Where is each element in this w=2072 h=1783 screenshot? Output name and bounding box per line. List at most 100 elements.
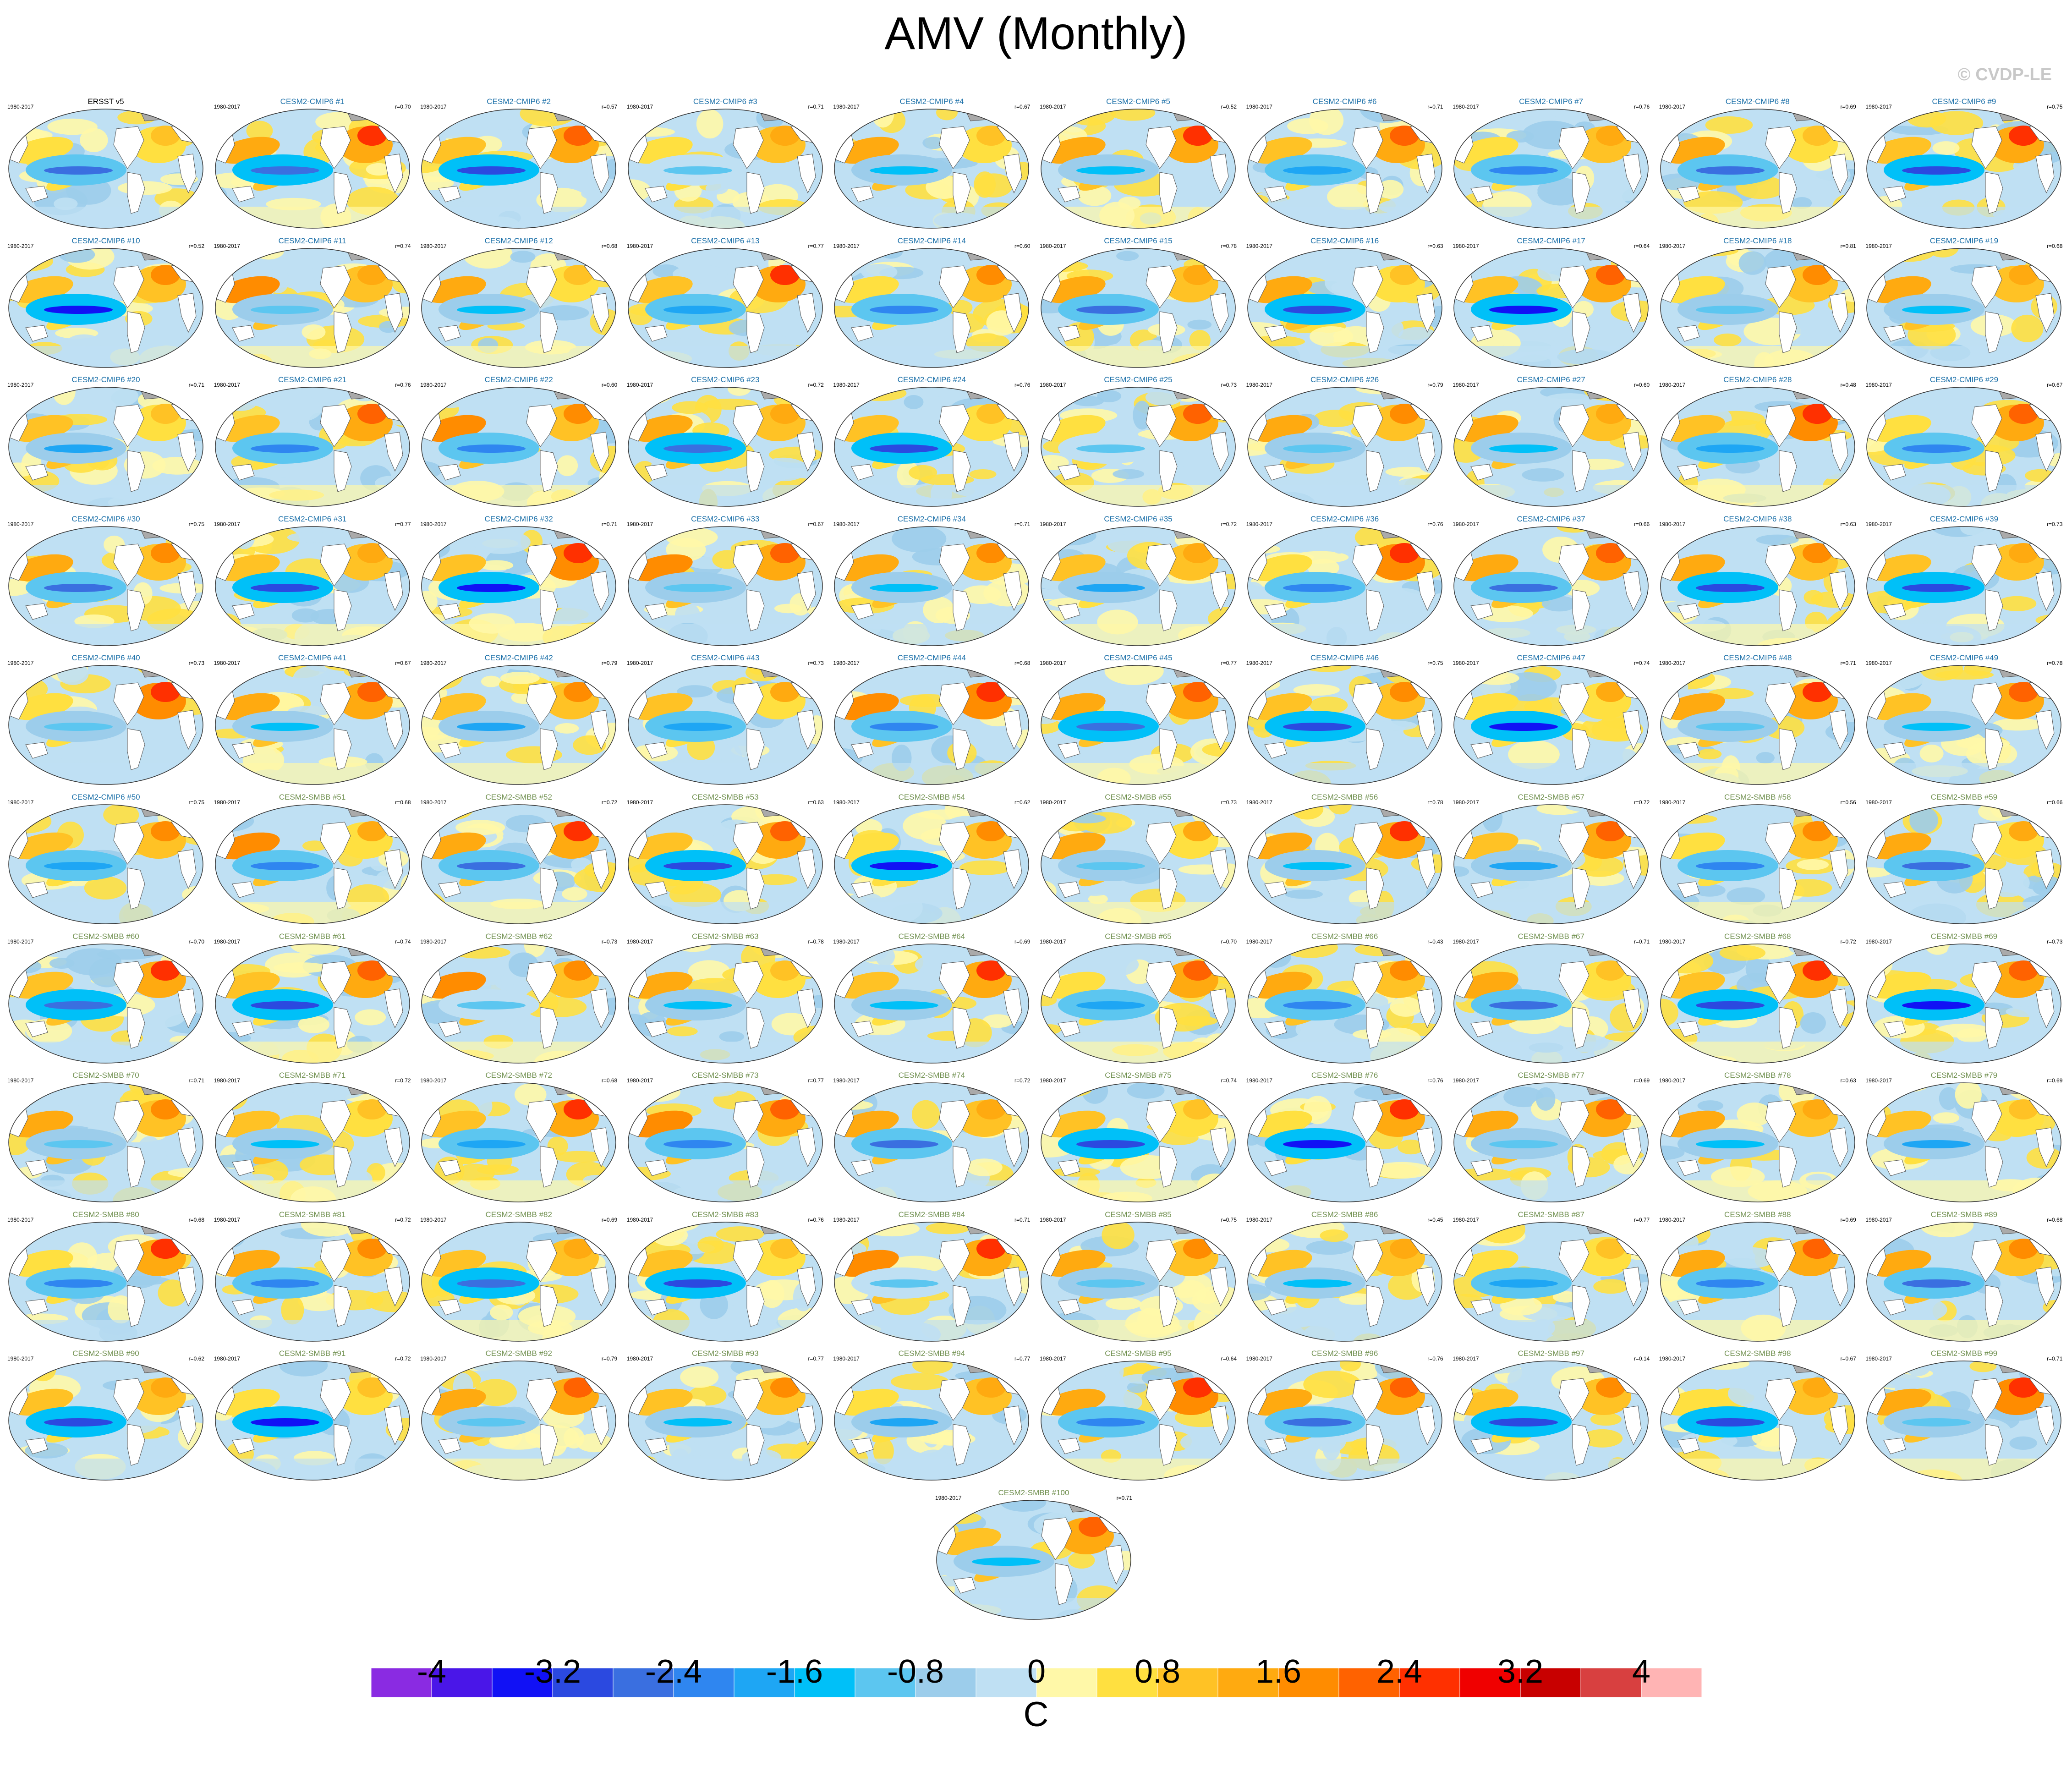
map-panel: CESM2-SMBB #60 1980-2017 r=0.70 <box>7 932 204 1065</box>
panel-period: 1980-2017 <box>214 521 240 527</box>
map-panel: CESM2-CMIP6 #48 1980-2017 r=0.71 <box>1659 653 1856 786</box>
map-panel: CESM2-CMIP6 #45 1980-2017 r=0.77 <box>1040 653 1237 786</box>
map-panel: CESM2-SMBB #96 1980-2017 r=0.76 <box>1246 1349 1443 1482</box>
panel-correlation: r=0.63 <box>1840 1077 1856 1084</box>
panel-map <box>214 247 410 368</box>
panel-map <box>214 387 410 507</box>
panel-title: ERSST v5 <box>88 97 124 106</box>
panel-map <box>1453 387 1649 507</box>
panel-correlation: r=0.45 <box>1427 1216 1443 1223</box>
copyright-watermark: © CVDP-LE <box>1957 65 2052 84</box>
map-panel: CESM2-SMBB #91 1980-2017 r=0.72 <box>214 1349 411 1482</box>
panel-correlation: r=0.79 <box>601 1355 618 1362</box>
map-panel: CESM2-CMIP6 #39 1980-2017 r=0.73 <box>1865 515 2062 647</box>
panel-correlation: r=0.76 <box>1014 382 1031 389</box>
panel-title: CESM2-CMIP6 #27 <box>1517 375 1585 384</box>
panel-map <box>1247 526 1442 646</box>
panel-title: CESM2-SMBB #74 <box>898 1071 965 1080</box>
colorbar-tick-label: -0.8 <box>887 1653 944 1690</box>
panel-correlation: r=0.66 <box>2047 799 2063 806</box>
panel-map <box>628 1222 823 1342</box>
panel-map <box>628 387 823 507</box>
panel-map <box>8 1082 203 1202</box>
panel-title: CESM2-CMIP6 #20 <box>71 375 140 384</box>
panel-period: 1980-2017 <box>1659 382 1686 389</box>
panel-period: 1980-2017 <box>626 382 653 389</box>
map-panel: CESM2-CMIP6 #43 1980-2017 r=0.73 <box>627 653 824 786</box>
panel-title: CESM2-CMIP6 #21 <box>278 375 347 384</box>
panel-period: 1980-2017 <box>1453 521 1479 527</box>
panel-map <box>1453 1222 1649 1342</box>
panel-correlation: r=0.68 <box>601 242 618 249</box>
panel-map <box>8 387 203 507</box>
panel-period: 1980-2017 <box>1659 104 1686 110</box>
panel-correlation: r=0.52 <box>1221 104 1237 110</box>
panel-period: 1980-2017 <box>1659 1216 1686 1223</box>
panel-correlation: r=0.68 <box>2047 242 2063 249</box>
panel-title: CESM2-SMBB #89 <box>1930 1210 1998 1219</box>
panel-period: 1980-2017 <box>833 521 860 527</box>
panel-title: CESM2-CMIP6 #32 <box>484 514 553 523</box>
panel-map <box>1866 943 2062 1064</box>
panel-period: 1980-2017 <box>214 1077 240 1084</box>
map-panel: CESM2-SMBB #98 1980-2017 r=0.67 <box>1659 1349 1856 1482</box>
panel-correlation: r=0.75 <box>1427 660 1443 667</box>
panel-correlation: r=0.74 <box>1221 1077 1237 1084</box>
panel-period: 1980-2017 <box>420 382 447 389</box>
panel-map <box>834 804 1030 924</box>
panel-map <box>1866 109 2062 229</box>
panel-correlation: r=0.75 <box>188 521 204 527</box>
panel-correlation: r=0.67 <box>808 521 824 527</box>
panel-map <box>834 1361 1030 1481</box>
panel-title: CESM2-CMIP6 #22 <box>484 375 553 384</box>
panel-map <box>8 1222 203 1342</box>
map-panel: CESM2-CMIP6 #13 1980-2017 r=0.77 <box>627 236 824 369</box>
panel-title: CESM2-CMIP6 #14 <box>897 236 966 245</box>
panel-title: CESM2-CMIP6 #19 <box>1929 236 1999 245</box>
panel-correlation: r=0.67 <box>2047 382 2063 389</box>
panel-map <box>1453 1361 1649 1481</box>
panel-period: 1980-2017 <box>833 1355 860 1362</box>
panel-title: CESM2-CMIP6 #30 <box>71 514 140 523</box>
map-panel: CESM2-SMBB #76 1980-2017 r=0.76 <box>1246 1071 1443 1204</box>
panel-correlation: r=0.71 <box>2047 1355 2063 1362</box>
panel-map <box>1247 665 1442 785</box>
panel-map <box>1247 387 1442 507</box>
panel-map <box>834 387 1030 507</box>
map-panel: CESM2-SMBB #92 1980-2017 r=0.79 <box>420 1349 617 1482</box>
panel-map <box>8 109 203 229</box>
panel-correlation: r=0.62 <box>188 1355 204 1362</box>
map-panel: CESM2-CMIP6 #16 1980-2017 r=0.63 <box>1246 236 1443 369</box>
panel-correlation: r=0.72 <box>808 382 824 389</box>
panel-map <box>8 1361 203 1481</box>
map-panel: CESM2-SMBB #69 1980-2017 r=0.73 <box>1865 932 2062 1065</box>
map-panel: CESM2-SMBB #99 1980-2017 r=0.71 <box>1865 1349 2062 1482</box>
panel-map <box>1041 526 1236 646</box>
panel-correlation: r=0.74 <box>1633 660 1650 667</box>
map-panel: CESM2-CMIP6 #33 1980-2017 r=0.67 <box>627 515 824 647</box>
panel-period: 1980-2017 <box>1453 938 1479 945</box>
map-panel: CESM2-CMIP6 #27 1980-2017 r=0.60 <box>1453 375 1650 508</box>
panel-title: CESM2-SMBB #96 <box>1311 1349 1378 1358</box>
panel-period: 1980-2017 <box>1040 382 1066 389</box>
map-panel: CESM2-CMIP6 #4 1980-2017 r=0.67 <box>833 97 1030 230</box>
panel-title: CESM2-SMBB #73 <box>692 1071 759 1080</box>
panel-map <box>1453 665 1649 785</box>
panel-correlation: r=0.60 <box>1633 382 1650 389</box>
panel-period: 1980-2017 <box>1246 799 1272 806</box>
panel-map <box>834 526 1030 646</box>
map-panel: CESM2-SMBB #90 1980-2017 r=0.62 <box>7 1349 204 1482</box>
panel-map <box>1660 387 1855 507</box>
panel-title: CESM2-CMIP6 #5 <box>1106 97 1170 106</box>
panel-period: 1980-2017 <box>1040 104 1066 110</box>
panel-period: 1980-2017 <box>833 104 860 110</box>
panel-correlation: r=0.69 <box>1840 1216 1856 1223</box>
panel-correlation: r=0.71 <box>808 104 824 110</box>
panel-period: 1980-2017 <box>420 1355 447 1362</box>
panel-title: CESM2-CMIP6 #12 <box>484 236 553 245</box>
panel-correlation: r=0.77 <box>1221 660 1237 667</box>
panel-map <box>1247 804 1442 924</box>
panel-map <box>1041 1222 1236 1342</box>
panel-correlation: r=0.68 <box>395 799 411 806</box>
panel-title: CESM2-CMIP6 #31 <box>278 514 347 523</box>
